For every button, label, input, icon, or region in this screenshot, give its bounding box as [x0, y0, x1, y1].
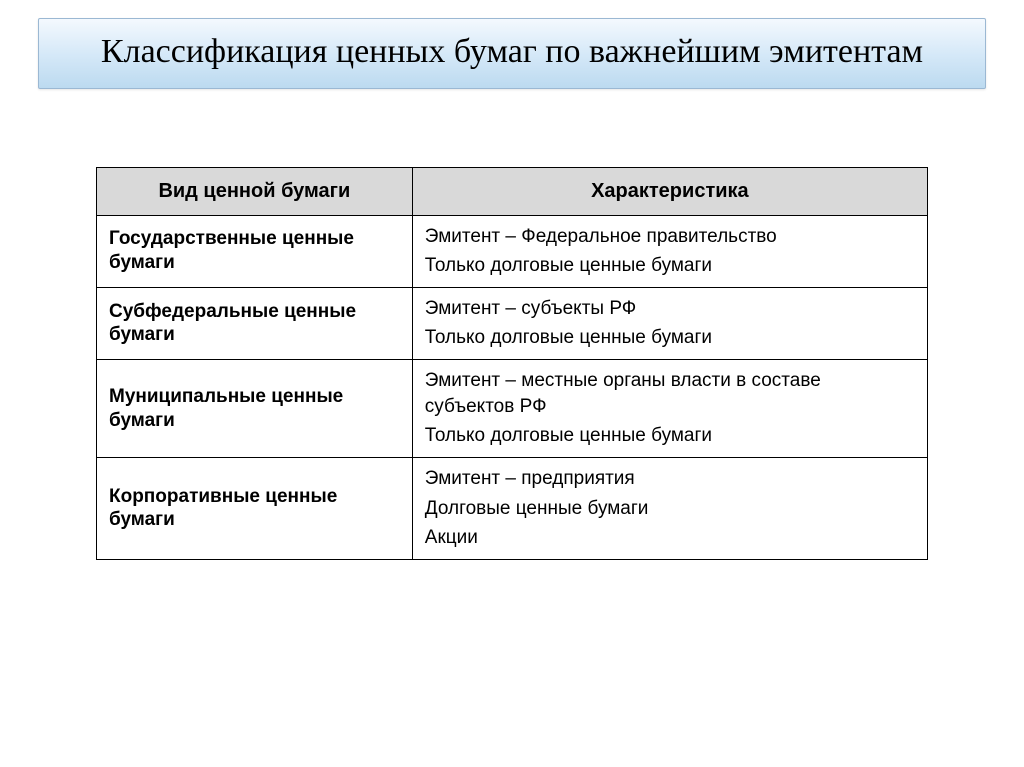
desc-line: Акции — [425, 523, 915, 553]
desc-line: Эмитент – субъекты РФ — [425, 294, 915, 324]
slide: Классификация ценных бумаг по важнейшим … — [0, 0, 1024, 767]
header-desc: Характеристика — [412, 167, 927, 215]
type-cell: Корпоративные ценные бумаги — [97, 457, 413, 559]
desc-cell: Эмитент – предприятияДолговые ценные бум… — [412, 457, 927, 559]
desc-line: Только долговые ценные бумаги — [425, 251, 915, 281]
desc-line: Долговые ценные бумаги — [425, 494, 915, 524]
title-box: Классификация ценных бумаг по важнейшим … — [38, 18, 986, 89]
table-body: Государственные ценные бумагиЭмитент – Ф… — [97, 215, 928, 559]
table-row: Государственные ценные бумагиЭмитент – Ф… — [97, 215, 928, 287]
desc-cell: Эмитент – местные органы власти в состав… — [412, 360, 927, 458]
type-cell: Государственные ценные бумаги — [97, 215, 413, 287]
table-row: Муниципальные ценные бумагиЭмитент – мес… — [97, 360, 928, 458]
desc-line: Только долговые ценные бумаги — [425, 421, 915, 451]
desc-line: Эмитент – предприятия — [425, 464, 915, 494]
classification-table: Вид ценной бумаги Характеристика Государ… — [96, 167, 928, 560]
table-header-row: Вид ценной бумаги Характеристика — [97, 167, 928, 215]
table-container: Вид ценной бумаги Характеристика Государ… — [38, 167, 986, 560]
desc-cell: Эмитент – Федеральное правительствоТольк… — [412, 215, 927, 287]
desc-line: Эмитент – местные органы власти в состав… — [425, 366, 915, 421]
desc-cell: Эмитент – субъекты РФТолько долговые цен… — [412, 287, 927, 359]
table-row: Субфедеральные ценные бумагиЭмитент – су… — [97, 287, 928, 359]
slide-title: Классификация ценных бумаг по важнейшим … — [59, 31, 965, 74]
type-cell: Муниципальные ценные бумаги — [97, 360, 413, 458]
table-row: Корпоративные ценные бумагиЭмитент – пре… — [97, 457, 928, 559]
type-cell: Субфедеральные ценные бумаги — [97, 287, 413, 359]
desc-line: Только долговые ценные бумаги — [425, 323, 915, 353]
header-type: Вид ценной бумаги — [97, 167, 413, 215]
desc-line: Эмитент – Федеральное правительство — [425, 222, 915, 252]
